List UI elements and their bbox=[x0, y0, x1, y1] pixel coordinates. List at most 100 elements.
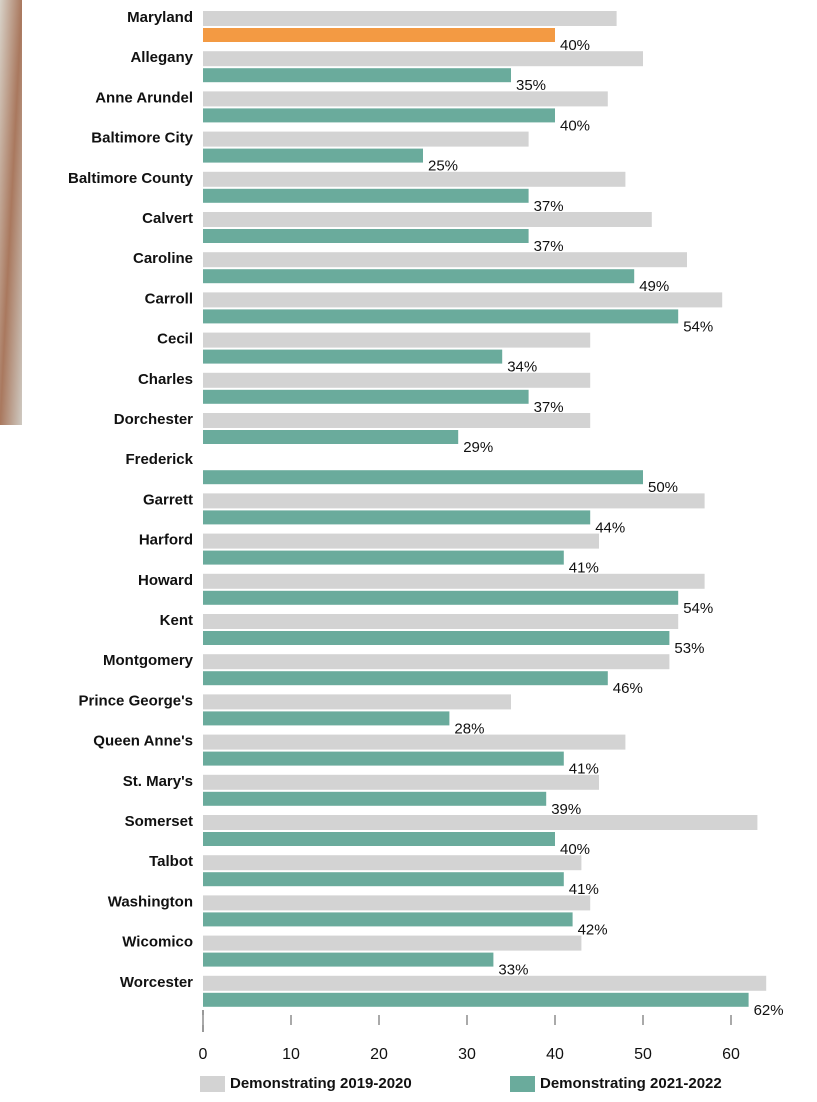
category-label: Baltimore County bbox=[68, 170, 194, 187]
value-label: 54% bbox=[683, 600, 713, 617]
value-label: 53% bbox=[674, 640, 704, 657]
value-label: 37% bbox=[534, 198, 564, 215]
bar bbox=[203, 815, 758, 830]
bar bbox=[203, 332, 591, 348]
bar bbox=[203, 992, 749, 1007]
category-label: Worcester bbox=[120, 974, 193, 991]
bar bbox=[203, 751, 564, 766]
x-tick-label: 30 bbox=[458, 1046, 476, 1063]
category-label: Prince George's bbox=[79, 692, 193, 709]
bar bbox=[203, 533, 599, 549]
bar bbox=[203, 91, 608, 107]
bar bbox=[203, 832, 555, 846]
bar bbox=[203, 872, 564, 887]
bar bbox=[203, 252, 687, 268]
bar bbox=[203, 671, 608, 686]
legend-label: Demonstrating 2021-2022 bbox=[540, 1075, 722, 1092]
bar bbox=[203, 430, 459, 444]
category-label: Caroline bbox=[133, 250, 193, 267]
bar bbox=[203, 855, 582, 871]
x-tick-label: 40 bbox=[546, 1046, 564, 1063]
x-tick-label: 10 bbox=[282, 1046, 300, 1063]
bar bbox=[203, 292, 723, 308]
bar bbox=[203, 975, 767, 991]
value-label: 62% bbox=[754, 1002, 784, 1019]
category-label: St. Mary's bbox=[123, 773, 193, 790]
bar bbox=[203, 269, 635, 284]
bar bbox=[203, 510, 591, 525]
bar bbox=[203, 349, 503, 364]
value-label: 37% bbox=[534, 238, 564, 255]
bar bbox=[203, 791, 547, 806]
bar bbox=[203, 711, 450, 726]
value-label: 37% bbox=[534, 399, 564, 416]
category-label: Queen Anne's bbox=[93, 733, 193, 750]
value-label: 44% bbox=[595, 519, 625, 536]
category-label: Anne Arundel bbox=[95, 89, 193, 106]
bar bbox=[203, 188, 529, 203]
category-label: Charles bbox=[138, 371, 193, 388]
bar bbox=[203, 734, 626, 750]
category-label: Frederick bbox=[125, 451, 193, 468]
legend-swatch bbox=[200, 1076, 225, 1092]
x-tick-label: 20 bbox=[370, 1046, 388, 1063]
bar bbox=[203, 229, 529, 243]
value-label: 41% bbox=[569, 560, 599, 577]
value-label: 54% bbox=[683, 318, 713, 335]
bar bbox=[203, 774, 599, 790]
bar bbox=[203, 51, 643, 67]
category-label: Dorchester bbox=[114, 411, 193, 428]
bar bbox=[203, 171, 626, 187]
bar bbox=[203, 694, 511, 710]
bar bbox=[203, 28, 555, 42]
category-label: Baltimore City bbox=[91, 130, 193, 147]
value-label: 35% bbox=[516, 77, 546, 94]
value-label: 49% bbox=[639, 278, 669, 295]
value-label: 28% bbox=[454, 720, 484, 737]
bar bbox=[203, 573, 705, 589]
value-label: 39% bbox=[551, 801, 581, 818]
bar bbox=[203, 493, 705, 509]
bar bbox=[203, 148, 423, 163]
value-label: 46% bbox=[613, 680, 643, 697]
value-label: 29% bbox=[463, 439, 493, 456]
category-label: Garrett bbox=[143, 491, 193, 508]
value-label: 50% bbox=[648, 479, 678, 496]
bar bbox=[203, 912, 573, 927]
x-tick-label: 50 bbox=[634, 1046, 652, 1063]
bar bbox=[203, 614, 679, 629]
legend-swatch bbox=[510, 1076, 535, 1092]
value-label: 42% bbox=[578, 921, 608, 938]
bar bbox=[203, 11, 617, 26]
category-label: Wicomico bbox=[122, 934, 193, 951]
photo-fragment bbox=[0, 0, 22, 425]
bar bbox=[203, 309, 679, 324]
category-label: Kent bbox=[160, 612, 193, 629]
category-label: Howard bbox=[138, 572, 193, 589]
category-label: Montgomery bbox=[103, 652, 194, 669]
value-label: 40% bbox=[560, 37, 590, 54]
bar bbox=[203, 952, 494, 967]
legend-label: Demonstrating 2019-2020 bbox=[230, 1075, 412, 1092]
category-label: Washington bbox=[108, 893, 193, 910]
bar bbox=[203, 654, 670, 670]
category-label: Somerset bbox=[125, 813, 193, 830]
category-label: Carroll bbox=[145, 290, 193, 307]
category-label: Cecil bbox=[157, 331, 193, 348]
value-label: 40% bbox=[560, 117, 590, 134]
x-tick-label: 60 bbox=[722, 1046, 740, 1063]
value-label: 41% bbox=[569, 761, 599, 778]
x-tick-label: 0 bbox=[199, 1046, 208, 1063]
bar bbox=[203, 413, 591, 428]
bar bbox=[203, 470, 643, 485]
bar bbox=[203, 590, 679, 605]
bar bbox=[203, 895, 591, 911]
category-label: Allegany bbox=[130, 49, 193, 66]
bar bbox=[203, 212, 652, 227]
bar bbox=[203, 935, 582, 951]
bar bbox=[203, 550, 564, 565]
category-label: Talbot bbox=[149, 853, 193, 870]
bar bbox=[203, 131, 529, 147]
bar bbox=[203, 631, 670, 645]
